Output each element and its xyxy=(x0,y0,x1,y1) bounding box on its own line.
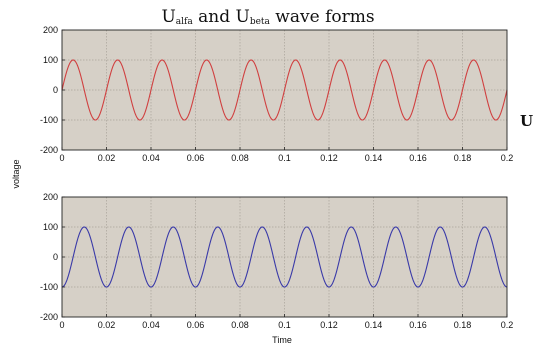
y-tick-label: 200 xyxy=(43,192,58,202)
x-tick-label: 0.2 xyxy=(501,153,514,163)
title-subscript-alfa: alfa xyxy=(176,17,194,27)
x-tick-label: 0.16 xyxy=(409,153,427,163)
side-label: U xyxy=(520,112,533,130)
y-tick-label: 100 xyxy=(43,222,58,232)
x-tick-label: 0 xyxy=(59,320,64,330)
title-subscript-beta: beta xyxy=(250,17,271,27)
x-tick-label: 0.08 xyxy=(231,153,249,163)
plots-layer: 0 0.02 0.04 0.06 0.08 0.1 0.12 0.14 0.16 0.18 0.2 -… xyxy=(40,25,513,330)
y-tick-label: 100 xyxy=(43,55,58,65)
top-plot: 0 0.02 0.04 0.06 0.08 0.1 0.12 0.14 0.16 0.18 0.2 -… xyxy=(40,25,513,163)
x-tick-label: 0.06 xyxy=(187,153,205,163)
title-part-0: U xyxy=(161,7,175,27)
figure-title: Ualfa and Ubeta wave forms xyxy=(161,7,374,27)
bottom-plot: 0 0.02 0.04 0.06 0.08 0.1 0.12 0.14 0.16 0.18 0.2 -… xyxy=(40,192,513,330)
x-tick-label: 0.04 xyxy=(142,320,160,330)
series-line-0 xyxy=(61,59,508,121)
y-axis-label: voltage xyxy=(11,159,21,188)
y-tick-label: 0 xyxy=(53,252,58,262)
series-line-0 xyxy=(61,226,508,288)
x-tick-label: 0.18 xyxy=(454,153,472,163)
title-part-2: and U xyxy=(193,7,250,27)
x-tick-label: 0.1 xyxy=(278,153,291,163)
x-tick-label: 0.02 xyxy=(98,153,116,163)
y-tick-label: -100 xyxy=(40,282,58,292)
x-tick-label: 0.04 xyxy=(142,153,160,163)
x-tick-label: 0.02 xyxy=(98,320,116,330)
x-tick-label: 0 xyxy=(59,153,64,163)
y-tick-label: 0 xyxy=(53,85,58,95)
x-tick-label: 0.16 xyxy=(409,320,427,330)
y-tick-label: -200 xyxy=(40,312,58,322)
x-tick-label: 0.08 xyxy=(231,320,249,330)
x-axis-label: Time xyxy=(272,335,292,345)
x-tick-label: 0.12 xyxy=(320,320,338,330)
x-tick-label: 0.1 xyxy=(278,320,291,330)
x-tick-label: 0.14 xyxy=(365,320,383,330)
y-tick-label: 200 xyxy=(43,25,58,35)
x-tick-label: 0.2 xyxy=(501,320,514,330)
x-tick-label: 0.14 xyxy=(365,153,383,163)
y-tick-label: -100 xyxy=(40,115,58,125)
x-tick-label: 0.18 xyxy=(454,320,472,330)
x-tick-label: 0.12 xyxy=(320,153,338,163)
y-tick-label: -200 xyxy=(40,145,58,155)
x-tick-label: 0.06 xyxy=(187,320,205,330)
title-part-4: wave forms xyxy=(270,7,375,27)
